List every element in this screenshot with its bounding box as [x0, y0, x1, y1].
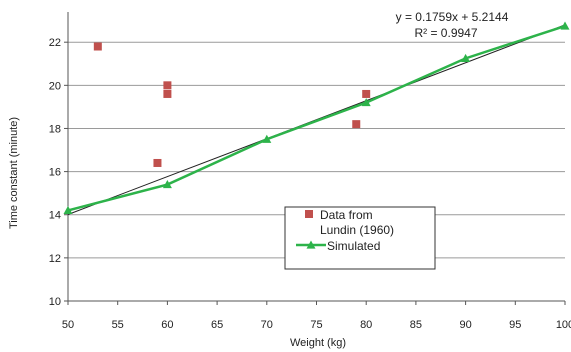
x-tick-label: 85 — [410, 319, 422, 331]
x-tick-label: 50 — [62, 319, 74, 331]
x-tick-label: 95 — [509, 319, 521, 331]
y-tick-label: 16 — [49, 167, 61, 179]
series-layer — [64, 22, 570, 214]
ticks: 10 12 14 16 18 20 22 50 55 60 65 70 75 80 85 90 95 100 — [49, 37, 571, 331]
y-axis-title: Time constant (minute) — [8, 117, 20, 229]
y-tick-label: 12 — [49, 253, 61, 265]
y-tick-label: 18 — [49, 123, 61, 135]
data-point-square — [163, 81, 171, 89]
legend-label: Simulated — [327, 239, 380, 253]
x-tick-label: 60 — [161, 319, 173, 331]
legend-label: Data from — [320, 208, 373, 222]
x-tick-label: 70 — [261, 319, 273, 331]
data-point-square — [305, 210, 313, 218]
x-tick-label: 55 — [112, 319, 124, 331]
x-tick-label: 100 — [556, 319, 571, 331]
y-tick-label: 20 — [49, 80, 61, 92]
data-point-square — [163, 90, 171, 98]
y-tick-label: 14 — [49, 210, 61, 222]
series-simulated — [64, 22, 570, 214]
data-point-square — [94, 43, 102, 51]
x-tick-label: 90 — [459, 319, 471, 331]
x-tick-label: 80 — [360, 319, 372, 331]
data-point-square — [153, 159, 161, 167]
data-point-square — [362, 90, 370, 98]
y-tick-label: 22 — [49, 37, 61, 49]
y-tick-label: 10 — [49, 296, 61, 308]
data-point-square — [352, 120, 360, 128]
legend-label: Lundin (1960) — [320, 223, 394, 237]
series-data-from-lundin-1960 — [94, 43, 370, 167]
x-tick-label: 75 — [310, 319, 322, 331]
x-axis-title: Weight (kg) — [290, 337, 346, 349]
trendline-equation: y = 0.1759x + 5.2144 — [396, 10, 509, 24]
x-tick-label: 65 — [211, 319, 223, 331]
trendline-r2: R² = 0.9947 — [414, 26, 477, 40]
